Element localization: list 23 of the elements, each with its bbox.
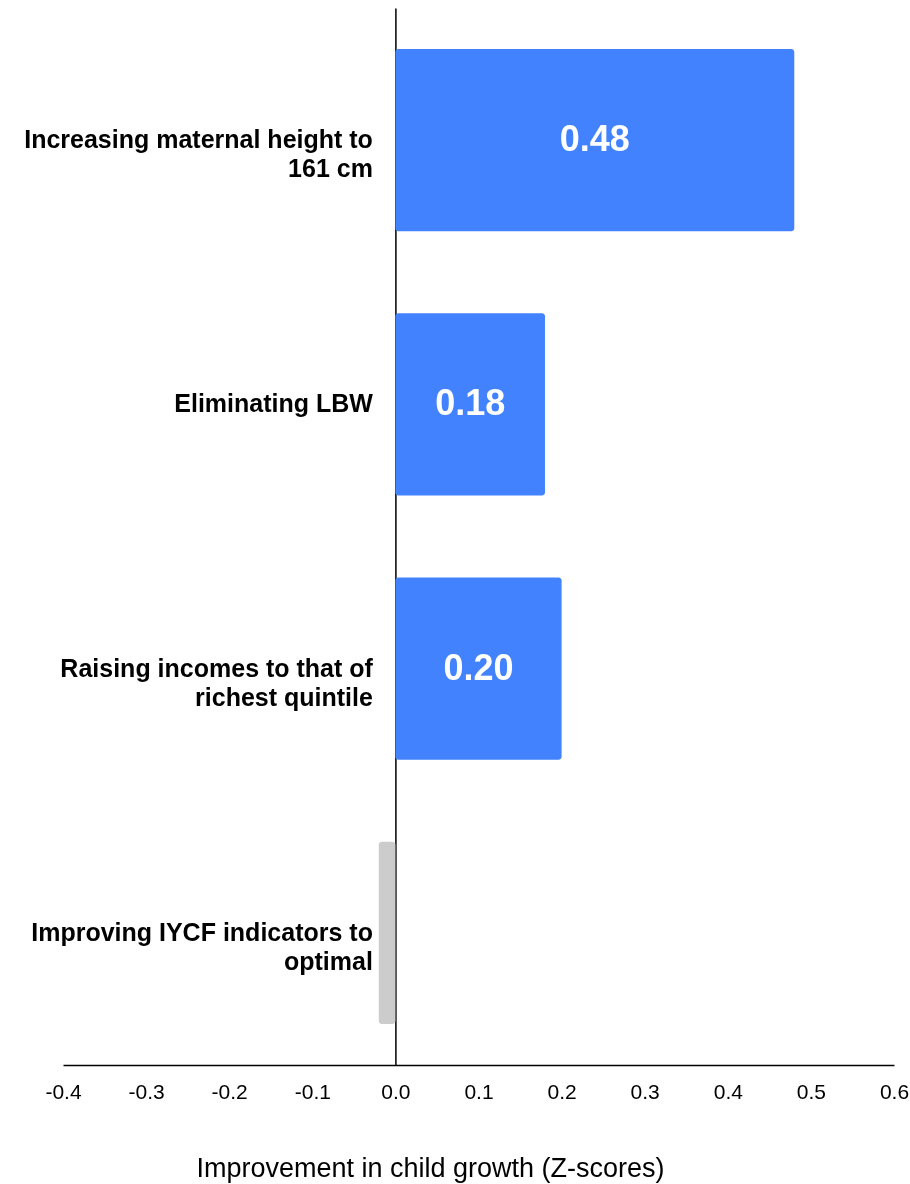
- data-label: 0.48: [559, 118, 630, 160]
- x-tick-label: 0.3: [630, 1079, 660, 1103]
- bar: [395, 577, 562, 760]
- x-axis-title: Improvement in child growth (Z-scores): [196, 1152, 665, 1183]
- y-tick-label: Increasing maternal height to 161 cm: [24, 125, 373, 183]
- bar: [378, 841, 396, 1025]
- data-label: 0.20: [443, 646, 514, 688]
- bar: [395, 313, 545, 496]
- x-tick-label: 0.5: [796, 1079, 826, 1103]
- x-tick-label: 0.0: [381, 1079, 411, 1103]
- x-tick-label: 0.2: [547, 1079, 577, 1103]
- x-tick-label: 0.6: [879, 1079, 910, 1103]
- x-tick-label: -0.3: [128, 1079, 165, 1103]
- x-tick-label: -0.1: [294, 1079, 331, 1103]
- data-label: 0.18: [435, 382, 506, 424]
- x-tick-label: -0.2: [211, 1079, 248, 1103]
- bar: [395, 48, 795, 232]
- x-tick-label: -0.4: [45, 1079, 82, 1103]
- y-tick-label: Raising incomes to that of richest quintile: [60, 653, 374, 711]
- x-tick-label: 0.4: [713, 1079, 744, 1103]
- y-tick-label: Eliminating LBW: [174, 389, 374, 418]
- x-tick-label: 0.1: [464, 1079, 494, 1103]
- y-tick-label: Improving IYCF indicators to optimal: [31, 917, 373, 975]
